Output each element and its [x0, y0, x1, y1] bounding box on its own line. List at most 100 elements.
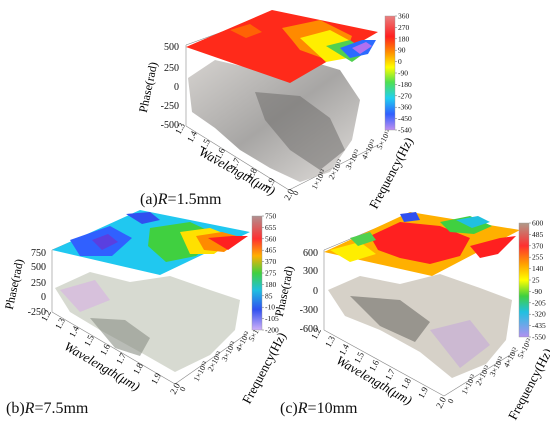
- colorbar-tick-label: -550: [532, 333, 546, 342]
- panel-c-contour-red: [370, 222, 470, 264]
- z-tick: 750: [31, 248, 46, 259]
- x-tick: 1.5: [82, 333, 96, 348]
- x-tick: 1.4: [185, 129, 199, 144]
- x-tick: 2.0: [168, 381, 182, 396]
- z-tick: 0: [41, 292, 46, 303]
- y-tick: 3×10¹³: [344, 147, 362, 171]
- panel-b-contour-red: [208, 236, 248, 250]
- x-tick: 1.4: [67, 324, 81, 339]
- panel-b-z-ticks: 750 500 250 0 -250: [28, 248, 46, 318]
- colorbar-tick-label: 360: [398, 12, 410, 21]
- panel-c-lower-tint: [430, 320, 490, 368]
- colorbar-tick-label: 180: [398, 34, 410, 43]
- panel-b-lower-tint: [60, 280, 110, 312]
- x-tick: 1.8: [245, 166, 259, 181]
- z-tick: 0: [313, 286, 318, 297]
- colorbar-tick-label: -270: [398, 91, 412, 100]
- panel-b-zlabel: Phase(rad): [2, 258, 26, 311]
- panel-c-contour-red2: [470, 236, 516, 258]
- z-tick: 600: [303, 248, 318, 259]
- colorbar-tick-label: -90: [398, 69, 408, 78]
- panel-a-x-ticks: 1.3 1.4 1.5 1.6 1.7 1.8 1.9 2.0: [173, 121, 296, 202]
- panel-a-colorbar-ticks: 360 270 180 90 0 -90 -180 -270 -360 -450 -540: [395, 12, 412, 135]
- y-tick: 4×10¹³: [360, 137, 378, 161]
- x-tick: 1.8: [399, 376, 413, 391]
- panel-b: 750 500 250 0 -250 Phase(rad) 1.2 1.3 1.…: [2, 210, 289, 417]
- panel-a-lower-shadow: [255, 92, 345, 170]
- colorbar-tick-label: -540: [398, 126, 412, 135]
- panel-a-zlabel: Phase(rad): [136, 61, 160, 114]
- panel-c-caption: (c)R=10mm: [280, 400, 358, 417]
- colorbar-tick-label: 600: [532, 219, 544, 228]
- panel-b-lower-shadow: [90, 318, 150, 356]
- z-tick: 250: [31, 278, 46, 289]
- x-tick: 2.0: [434, 395, 448, 410]
- x-tick: 2.0: [282, 187, 296, 202]
- colorbar-tick-label: -435: [532, 321, 546, 330]
- panel-b-colorbar-ticks: 750 655 560 465 370 275 180 85 -10 -105 -200: [262, 212, 279, 335]
- colorbar-tick-label: 255: [532, 253, 544, 262]
- colorbar-tick-label: -360: [398, 103, 412, 112]
- colorbar-tick-label: 275: [265, 269, 277, 278]
- z-tick: 500: [164, 42, 179, 53]
- x-tick: 1.9: [416, 385, 430, 400]
- panel-a-contour-violet: [352, 42, 372, 54]
- colorbar-tick-label: -320: [532, 310, 546, 319]
- z-tick: -250: [161, 101, 179, 112]
- panel-c-lower-shadow: [350, 296, 430, 342]
- panel-c-x-ticks: 1.2 1.3 1.4 1.5 1.6 1.7 1.8 1.9 2.0: [309, 326, 448, 410]
- y-tick: 0: [291, 189, 301, 197]
- panel-b-contour-blue2: [126, 212, 160, 224]
- panel-c: 600 300 0 -300 -600 Phase(rad) 1.2 1.3 1…: [272, 212, 550, 421]
- colorbar-tick-label: 140: [532, 264, 544, 273]
- colorbar-tick-label: -205: [532, 298, 546, 307]
- colorbar-tick-label: 370: [265, 257, 277, 266]
- colorbar-tick-label: 85: [265, 291, 273, 300]
- colorbar-tick-label: 180: [265, 280, 277, 289]
- panel-c-contour-blue: [400, 212, 420, 222]
- colorbar-tick-label: 560: [265, 234, 277, 243]
- colorbar-tick-label: -105: [265, 314, 279, 323]
- panel-a: 500 250 0 -250 -500 Phase(rad) 1.3 1.4 1…: [136, 10, 416, 211]
- y-tick: 3×10¹³: [220, 339, 238, 363]
- colorbar-tick-label: 465: [265, 246, 277, 255]
- colorbar-tick-label: 270: [398, 23, 410, 32]
- y-tick: 1×10¹³: [192, 359, 210, 383]
- z-tick: -250: [28, 307, 46, 318]
- colorbar-tick-label: 0: [398, 57, 402, 66]
- panel-c-colorbar-ticks: 600 485 370 255 140 25 -90 -205 -320 -435 -550: [529, 219, 546, 342]
- colorbar-tick-label: 750: [265, 212, 277, 221]
- colorbar-tick-label: -10: [265, 303, 275, 312]
- x-tick: 1.5: [198, 137, 212, 152]
- x-tick: 1.3: [173, 121, 187, 136]
- panel-c-contour-green2: [350, 232, 376, 246]
- x-tick: 1.5: [352, 350, 366, 365]
- panel-c-contour-cyan: [456, 216, 490, 228]
- z-tick: 300: [303, 266, 318, 277]
- x-tick: 1.7: [114, 351, 128, 366]
- panel-c-colorbar: [518, 222, 530, 338]
- x-tick: 1.3: [323, 334, 337, 349]
- panel-b-x-ticks: 1.2 1.3 1.4 1.5 1.6 1.7 1.8 1.9 2.0: [39, 308, 182, 396]
- z-tick: 250: [164, 63, 179, 74]
- z-tick: -600: [300, 324, 318, 335]
- panel-b-caption: (b)R=7.5mm: [6, 400, 89, 417]
- panel-a-caption: (a)R=1.5mm: [140, 191, 222, 208]
- x-tick: 1.8: [131, 361, 145, 376]
- y-tick: 0: [178, 385, 188, 393]
- colorbar-tick-label: 485: [532, 230, 544, 239]
- x-tick: 1.7: [228, 156, 242, 171]
- y-tick: 0: [446, 397, 456, 405]
- x-tick: 1.6: [367, 358, 381, 373]
- colorbar-tick-label: 370: [532, 241, 544, 250]
- colorbar-tick-label: -200: [265, 326, 279, 335]
- colorbar-tick-label: -90: [532, 287, 542, 296]
- x-tick: 1.2: [39, 308, 53, 323]
- x-tick: 1.2: [309, 326, 323, 341]
- panel-b-colorbar: [251, 215, 263, 331]
- x-tick: 1.4: [337, 342, 351, 357]
- panel-c-contour-yellow: [330, 242, 376, 262]
- colorbar-tick-label: 90: [398, 46, 406, 55]
- y-tick: 5×10¹³: [375, 127, 393, 151]
